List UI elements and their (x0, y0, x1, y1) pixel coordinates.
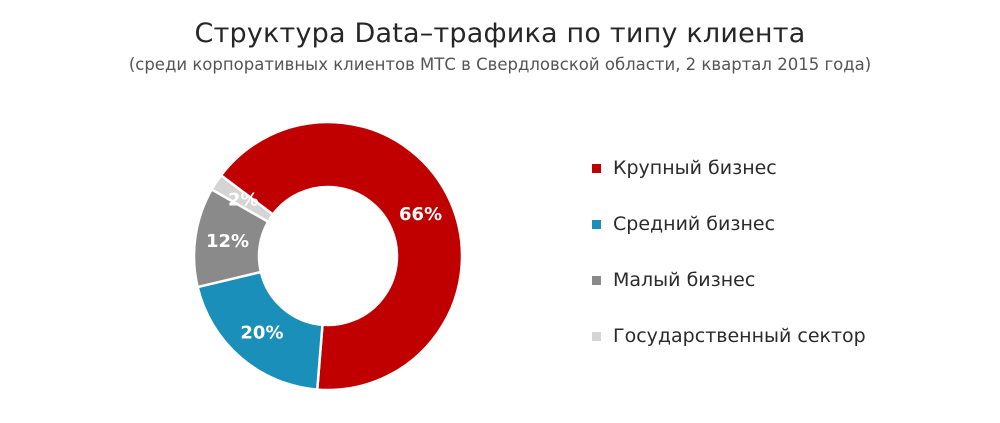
legend-item-large-business: Крупный бизнес (592, 140, 866, 196)
slice-label-large-business: 66% (399, 204, 442, 225)
legend-item-small-business: Малый бизнес (592, 252, 866, 308)
legend-label-small-business: Малый бизнес (613, 269, 756, 291)
legend-swatch-small-business (592, 275, 601, 285)
legend-label-government-sector: Государственный сектор (613, 325, 866, 347)
legend-label-large-business: Крупный бизнес (613, 157, 777, 179)
legend-label-medium-business: Средний бизнес (613, 213, 776, 235)
slice-label-medium-business: 20% (240, 323, 283, 344)
chart-subtitle: (среди корпоративных клиентов МТС в Свер… (128, 55, 872, 74)
legend-swatch-government-sector (592, 331, 601, 341)
chart-legend: Крупный бизнес Средний бизнес Малый бизн… (592, 140, 866, 364)
slice-medium-business (196, 270, 324, 391)
legend-item-medium-business: Средний бизнес (592, 196, 866, 252)
slice-label-small-business: 12% (206, 231, 249, 252)
legend-swatch-large-business (592, 163, 601, 173)
chart-title: Структура Data–трафика по типу клиента (194, 18, 806, 49)
slice-government-sector (210, 173, 275, 224)
legend-item-government-sector: Государственный сектор (592, 308, 866, 364)
slice-large-business (219, 120, 464, 392)
slice-label-government-sector: 2% (228, 190, 259, 211)
legend-swatch-medium-business (592, 219, 601, 229)
